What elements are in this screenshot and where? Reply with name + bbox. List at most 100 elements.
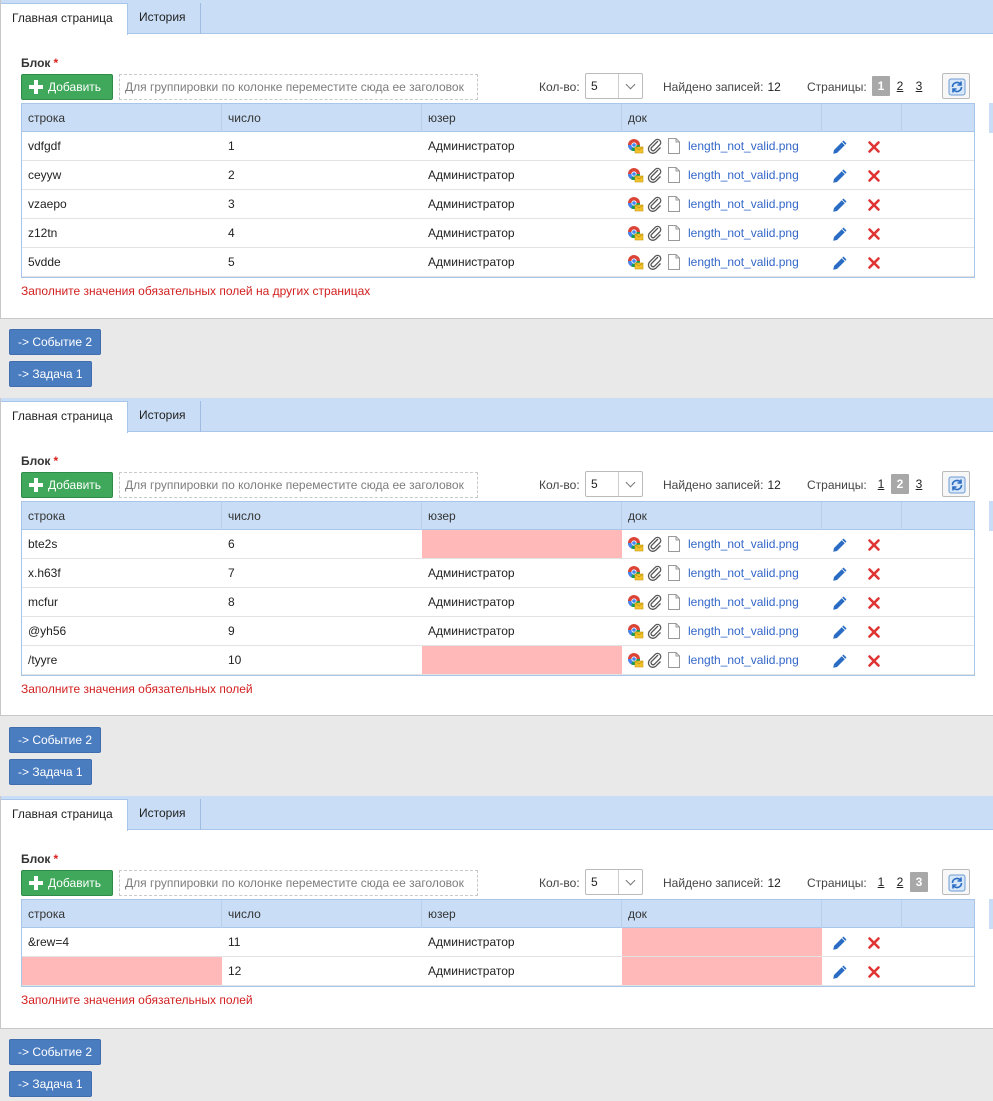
cell-document[interactable]: length_not_valid.png bbox=[622, 646, 822, 674]
column-header[interactable]: юзер bbox=[422, 502, 622, 530]
paperclip-icon[interactable] bbox=[647, 225, 663, 241]
column-header[interactable]: док bbox=[622, 900, 822, 928]
page-1-link[interactable]: 1 bbox=[877, 477, 885, 491]
table-row[interactable]: ceyyw 2 Администратор length_not_valid.png bbox=[22, 161, 974, 190]
cell-string[interactable]: vdfgdf bbox=[28, 139, 61, 153]
cell-number[interactable]: 8 bbox=[228, 595, 235, 609]
cell-document[interactable]: length_not_valid.png bbox=[622, 530, 822, 558]
chrome-mail-icon[interactable] bbox=[627, 594, 644, 611]
document-link[interactable]: length_not_valid.png bbox=[688, 139, 799, 153]
chrome-mail-icon[interactable] bbox=[627, 167, 644, 184]
table-row[interactable]: 12 Администратор bbox=[22, 957, 974, 986]
cell-user-link[interactable]: Администратор bbox=[428, 139, 515, 153]
chevron-down-icon[interactable] bbox=[618, 74, 642, 98]
cell-number[interactable]: 12 bbox=[228, 964, 242, 978]
paperclip-icon[interactable] bbox=[647, 623, 663, 639]
cell-user-link[interactable]: Администратор bbox=[428, 566, 515, 580]
delete-x-icon[interactable] bbox=[867, 965, 881, 979]
cell-string[interactable]: vzaepo bbox=[28, 197, 67, 211]
chrome-mail-icon[interactable] bbox=[627, 196, 644, 213]
cell-document[interactable]: length_not_valid.png bbox=[622, 190, 822, 218]
table-row[interactable]: vzaepo 3 Администратор length_not_valid.png bbox=[22, 190, 974, 219]
refresh-button[interactable] bbox=[942, 471, 970, 497]
group-drop-zone[interactable]: Для группировки по колонке переместите с… bbox=[119, 472, 478, 498]
table-row[interactable]: vdfgdf 1 Администратор length_not_valid.png bbox=[22, 132, 974, 161]
paperclip-icon[interactable] bbox=[647, 594, 663, 610]
document-link[interactable]: length_not_valid.png bbox=[688, 595, 799, 609]
column-header[interactable]: док bbox=[622, 502, 822, 530]
column-header[interactable]: юзер bbox=[422, 104, 622, 132]
chrome-mail-icon[interactable] bbox=[627, 565, 644, 582]
tab-main-page[interactable]: Главная страница bbox=[1, 401, 128, 433]
page-2-link[interactable]: 2 bbox=[896, 79, 904, 93]
task-1-button[interactable]: -> Задача 1 bbox=[9, 759, 92, 785]
cell-document[interactable]: length_not_valid.png bbox=[622, 161, 822, 189]
page-3-link[interactable]: 3 bbox=[915, 477, 923, 491]
cell-document[interactable]: length_not_valid.png bbox=[622, 588, 822, 616]
cell-document[interactable] bbox=[622, 928, 822, 956]
cell-number[interactable]: 6 bbox=[228, 537, 235, 551]
chrome-mail-icon[interactable] bbox=[627, 652, 644, 669]
chrome-mail-icon[interactable] bbox=[627, 623, 644, 640]
cell-user-link[interactable]: Администратор bbox=[428, 935, 515, 949]
cell-string[interactable]: /tyyre bbox=[28, 653, 58, 667]
cell-document[interactable]: length_not_valid.png bbox=[622, 132, 822, 160]
cell-user-link[interactable]: Администратор bbox=[428, 226, 515, 240]
paperclip-icon[interactable] bbox=[647, 167, 663, 183]
document-link[interactable]: length_not_valid.png bbox=[688, 653, 799, 667]
column-header[interactable]: строка bbox=[22, 502, 222, 530]
delete-x-icon[interactable] bbox=[867, 567, 881, 581]
cell-user-link[interactable] bbox=[422, 530, 622, 558]
table-row[interactable]: /tyyre 10 length_not_valid.png bbox=[22, 646, 974, 675]
table-row[interactable]: @yh56 9 Администратор length_not_valid.png bbox=[22, 617, 974, 646]
cell-document[interactable]: length_not_valid.png bbox=[622, 219, 822, 247]
pencil-icon[interactable] bbox=[832, 226, 848, 242]
event-2-button[interactable]: -> Событие 2 bbox=[9, 1039, 102, 1065]
column-header[interactable]: число bbox=[222, 502, 422, 530]
document-link[interactable]: length_not_valid.png bbox=[688, 566, 799, 580]
page-2-link[interactable]: 2 bbox=[896, 875, 904, 889]
cell-document[interactable]: length_not_valid.png bbox=[622, 248, 822, 276]
column-header[interactable]: док bbox=[622, 104, 822, 132]
pencil-icon[interactable] bbox=[832, 197, 848, 213]
delete-x-icon[interactable] bbox=[867, 936, 881, 950]
document-link[interactable]: length_not_valid.png bbox=[688, 624, 799, 638]
cell-document[interactable]: length_not_valid.png bbox=[622, 617, 822, 645]
cell-user-link[interactable]: Администратор bbox=[428, 168, 515, 182]
cell-user-link[interactable]: Администратор bbox=[428, 624, 515, 638]
table-row[interactable]: &rew=4 11 Администратор bbox=[22, 928, 974, 957]
pencil-icon[interactable] bbox=[832, 139, 848, 155]
pencil-icon[interactable] bbox=[832, 935, 848, 951]
cell-string[interactable]: 5vdde bbox=[28, 255, 61, 269]
cell-string[interactable]: x.h63f bbox=[28, 566, 61, 580]
paperclip-icon[interactable] bbox=[647, 536, 663, 552]
delete-x-icon[interactable] bbox=[867, 625, 881, 639]
column-header[interactable]: строка bbox=[22, 900, 222, 928]
page-1-link[interactable]: 1 bbox=[877, 875, 885, 889]
paperclip-icon[interactable] bbox=[647, 565, 663, 581]
pencil-icon[interactable] bbox=[832, 964, 848, 980]
page-3-link[interactable]: 3 bbox=[915, 79, 923, 93]
document-link[interactable]: length_not_valid.png bbox=[688, 197, 799, 211]
paperclip-icon[interactable] bbox=[647, 254, 663, 270]
tab-history[interactable]: История bbox=[128, 401, 201, 432]
cell-string[interactable]: mcfur bbox=[28, 595, 58, 609]
cell-number[interactable]: 2 bbox=[228, 168, 235, 182]
refresh-button[interactable] bbox=[942, 73, 970, 99]
refresh-button[interactable] bbox=[942, 869, 970, 895]
cell-document[interactable] bbox=[622, 957, 822, 985]
tab-main-page[interactable]: Главная страница bbox=[1, 799, 128, 831]
column-header[interactable]: число bbox=[222, 104, 422, 132]
cell-string[interactable]: &rew=4 bbox=[28, 935, 70, 949]
task-1-button[interactable]: -> Задача 1 bbox=[9, 1071, 92, 1097]
table-row[interactable]: 5vdde 5 Администратор length_not_valid.png bbox=[22, 248, 974, 277]
delete-x-icon[interactable] bbox=[867, 227, 881, 241]
add-button[interactable]: Добавить bbox=[21, 870, 113, 896]
delete-x-icon[interactable] bbox=[867, 538, 881, 552]
cell-number[interactable]: 1 bbox=[228, 139, 235, 153]
document-link[interactable]: length_not_valid.png bbox=[688, 168, 799, 182]
add-button[interactable]: Добавить bbox=[21, 74, 113, 100]
cell-number[interactable]: 3 bbox=[228, 197, 235, 211]
chrome-mail-icon[interactable] bbox=[627, 225, 644, 242]
cell-user-link[interactable]: Администратор bbox=[428, 964, 515, 978]
